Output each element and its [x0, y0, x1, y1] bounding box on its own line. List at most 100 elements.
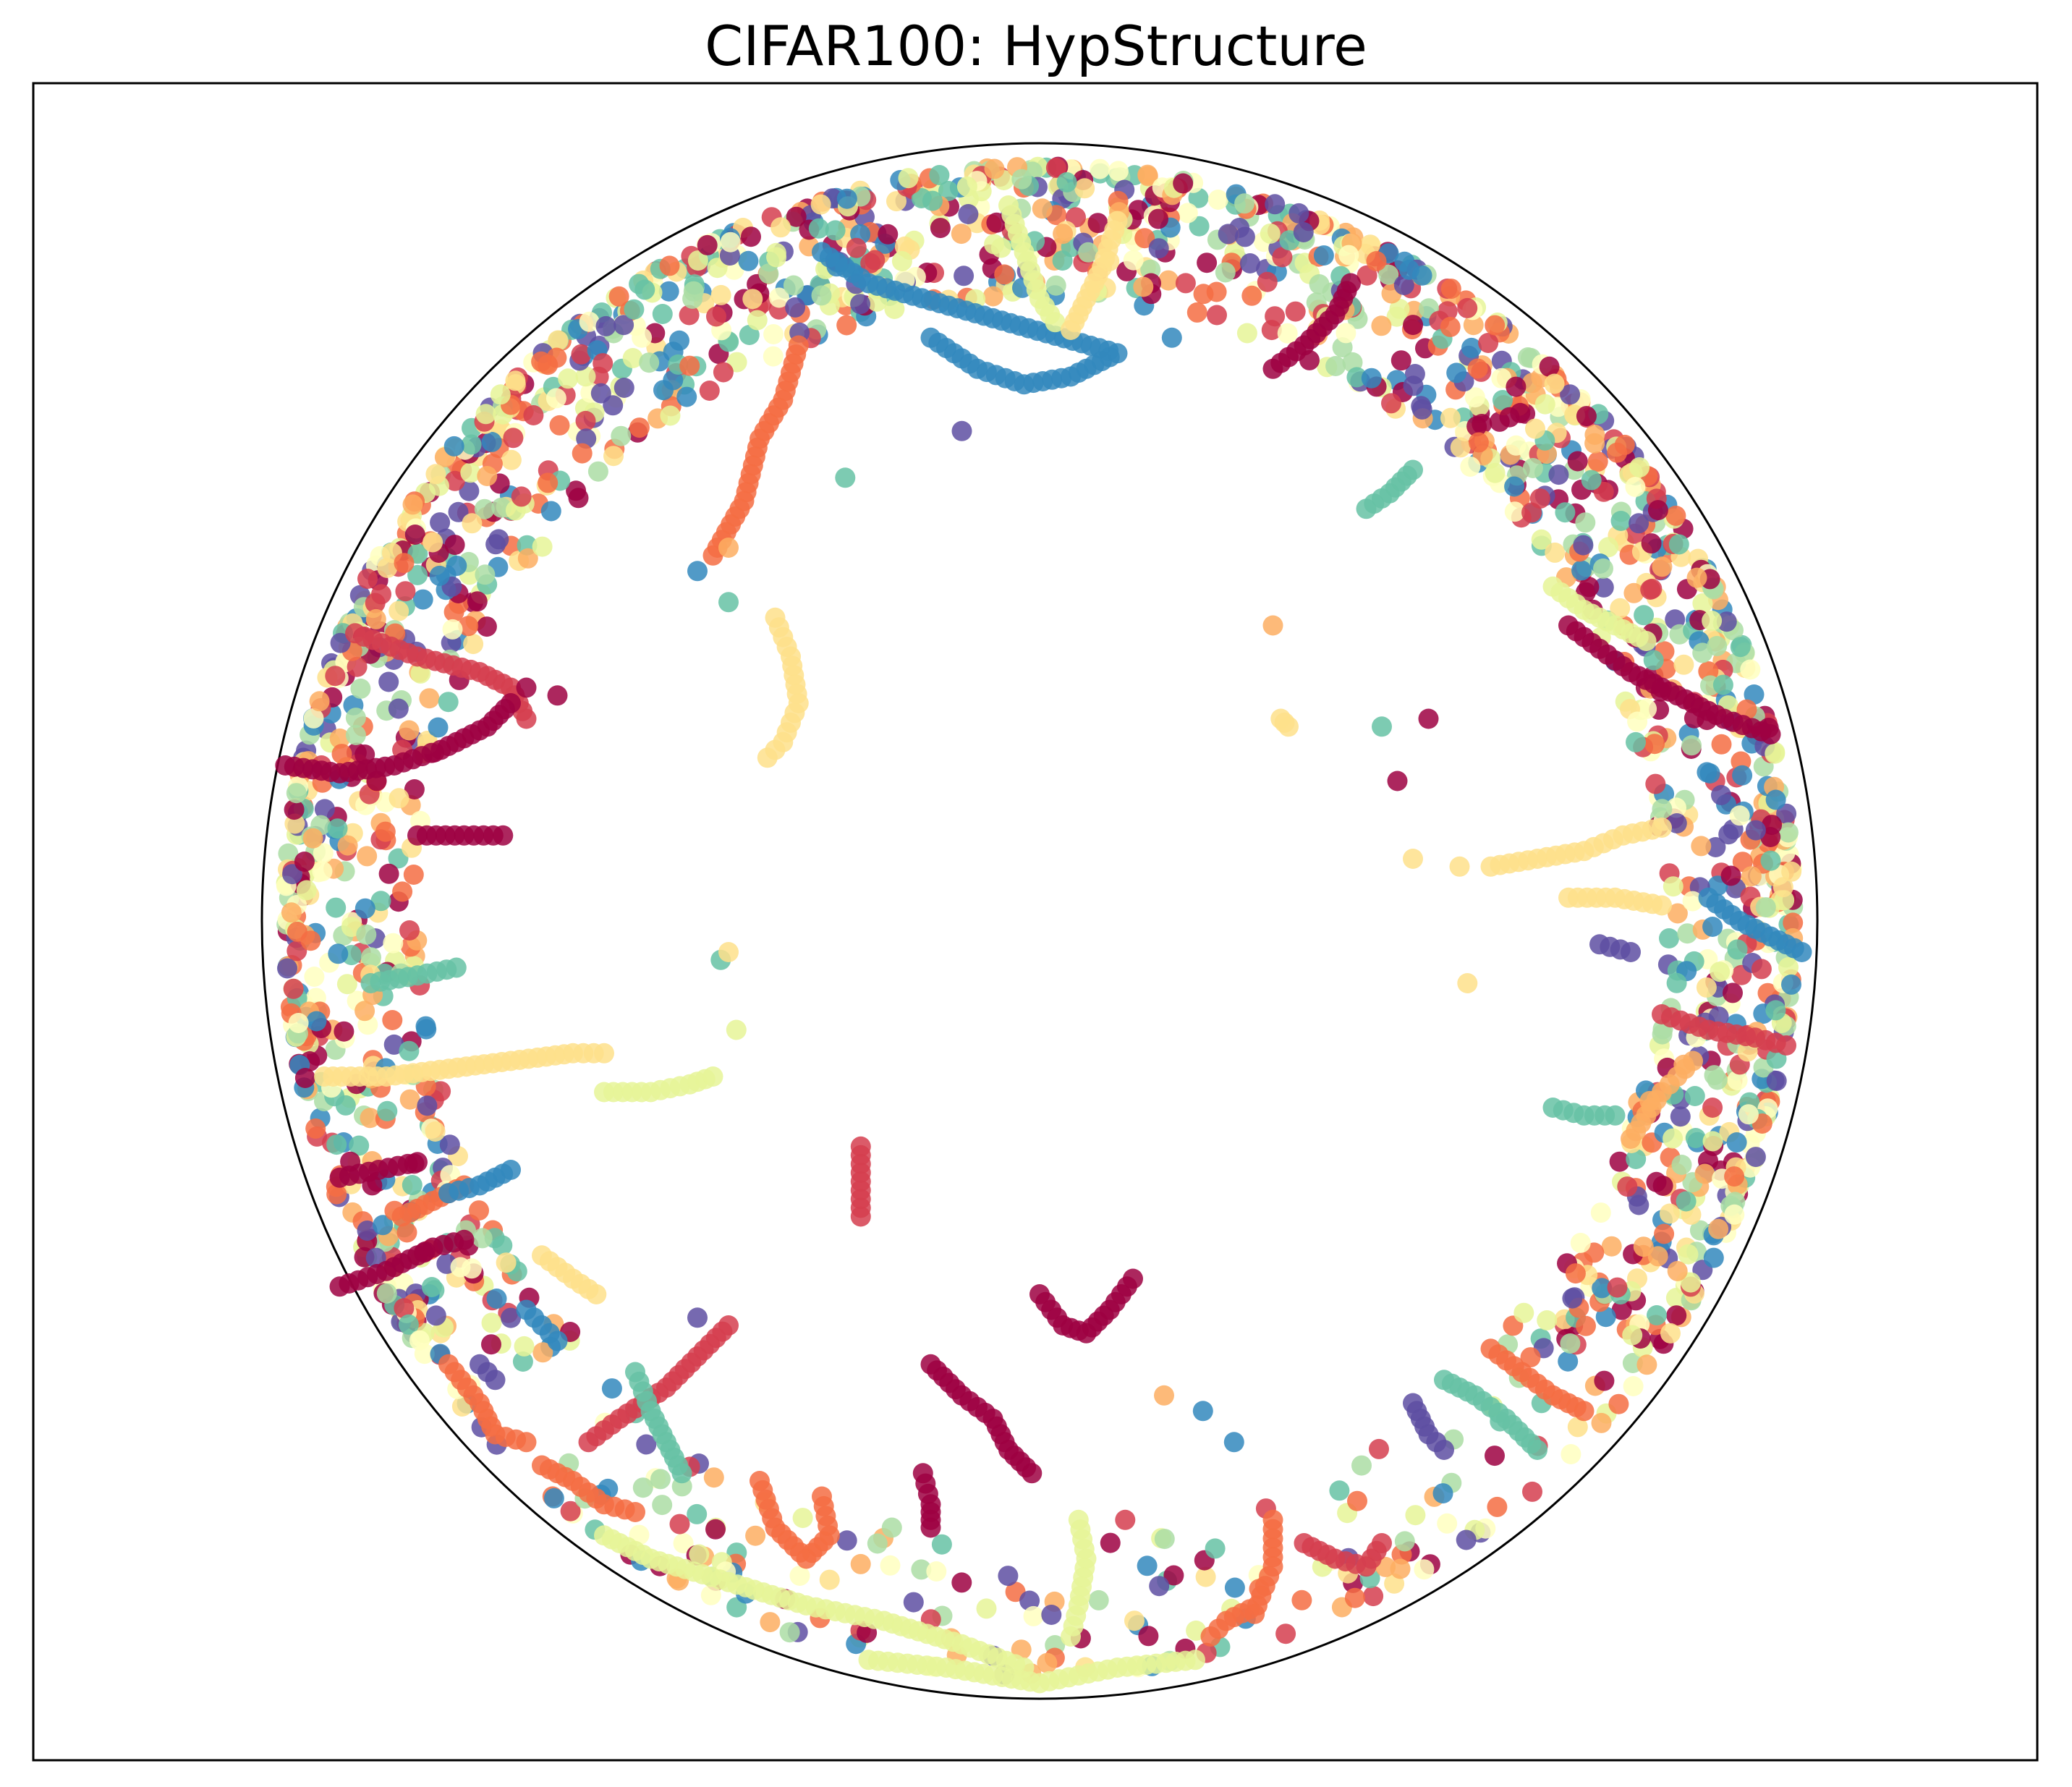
rim-point [1336, 323, 1356, 344]
data-point [547, 1330, 568, 1351]
rim-point [1562, 1288, 1583, 1309]
rim-point [1682, 891, 1703, 912]
rim-point [1702, 611, 1723, 631]
rim-point [1344, 1587, 1365, 1608]
rim-point [1592, 1278, 1613, 1299]
rim-point [1641, 533, 1662, 554]
data-point [1192, 1401, 1213, 1422]
rim-point [836, 188, 857, 209]
rim-point [396, 1222, 417, 1243]
rim-point [1291, 1589, 1312, 1610]
rim-point [884, 299, 905, 319]
rim-point [474, 498, 495, 519]
rim-point [1667, 1260, 1688, 1281]
rim-point [503, 428, 524, 449]
rim-point [523, 405, 544, 425]
rim-point [986, 212, 1007, 233]
rim-point [652, 1495, 673, 1516]
data-point [586, 1284, 607, 1304]
data-point [1791, 942, 1812, 962]
rim-point [1378, 264, 1399, 285]
rim-point [632, 327, 653, 348]
rim-point [1432, 1483, 1453, 1504]
rim-point [1440, 279, 1461, 300]
rim-point [632, 1477, 653, 1498]
rim-point [1487, 1496, 1508, 1517]
rim-point [1045, 158, 1066, 178]
rim-point [467, 591, 488, 612]
rim-point [461, 434, 482, 455]
rim-point [438, 692, 459, 713]
rim-point [886, 191, 906, 212]
rim-point [458, 616, 479, 637]
rim-point [1037, 1652, 1058, 1673]
rim-point [402, 494, 423, 515]
rim-point [548, 330, 569, 351]
rim-point [334, 1021, 354, 1042]
rim-point [1485, 1446, 1505, 1466]
rim-point [763, 346, 784, 367]
rim-point [1626, 1149, 1647, 1169]
rim-point [1576, 406, 1597, 427]
rim-point [388, 788, 409, 809]
rim-point [286, 921, 307, 942]
rim-point [1215, 262, 1236, 283]
rim-point [1622, 1325, 1643, 1346]
rim-point [1724, 1166, 1745, 1187]
rim-point [1356, 265, 1377, 286]
rim-point [699, 381, 720, 401]
rim-point [403, 865, 424, 885]
rim-point [624, 299, 645, 320]
rim-point [1699, 763, 1720, 784]
rim-point [1665, 1288, 1686, 1308]
rim-point [1520, 1347, 1541, 1368]
rim-point [1260, 223, 1281, 244]
rim-point [770, 217, 791, 238]
rim-point [1707, 1069, 1728, 1090]
rim-point [428, 717, 449, 738]
rim-point [1403, 375, 1424, 396]
rim-point [1676, 1191, 1697, 1212]
rim-point [1663, 876, 1684, 897]
rim-point [783, 275, 804, 296]
rim-point [938, 181, 959, 201]
rim-point [325, 666, 346, 687]
rim-point [676, 386, 697, 407]
rim-point [388, 698, 409, 719]
rim-point [1236, 323, 1257, 344]
rim-point [444, 535, 465, 556]
rim-point [1399, 259, 1419, 280]
rim-point [1390, 1558, 1411, 1579]
rim-point [1652, 1176, 1673, 1196]
rim-point [371, 584, 391, 605]
rim-point [1053, 224, 1074, 245]
rim-point [1275, 1623, 1296, 1644]
rim-point [1718, 824, 1739, 845]
rim-point [745, 1525, 766, 1546]
rim-point [394, 553, 415, 574]
rim-point [1659, 1203, 1680, 1224]
rim-point [1565, 1263, 1586, 1284]
rim-point [1598, 537, 1619, 558]
data-point [1449, 856, 1470, 877]
data-point [1372, 716, 1392, 737]
rim-point [658, 281, 679, 302]
data-point [1223, 1432, 1244, 1453]
rim-point [629, 417, 650, 438]
rim-point [1610, 511, 1631, 531]
rim-point [1724, 1204, 1745, 1225]
rim-point [481, 1312, 502, 1333]
data-point [516, 1432, 537, 1453]
data-point [718, 592, 739, 613]
rim-point [1272, 247, 1293, 268]
data-point [920, 1517, 941, 1538]
data-point [1776, 1035, 1796, 1056]
rim-point [1593, 558, 1613, 579]
rim-point [1403, 315, 1424, 336]
rim-point [296, 880, 317, 901]
rim-point [1522, 373, 1542, 394]
rim-point [1309, 274, 1330, 294]
rim-point [1730, 637, 1751, 658]
data-point [516, 677, 537, 698]
